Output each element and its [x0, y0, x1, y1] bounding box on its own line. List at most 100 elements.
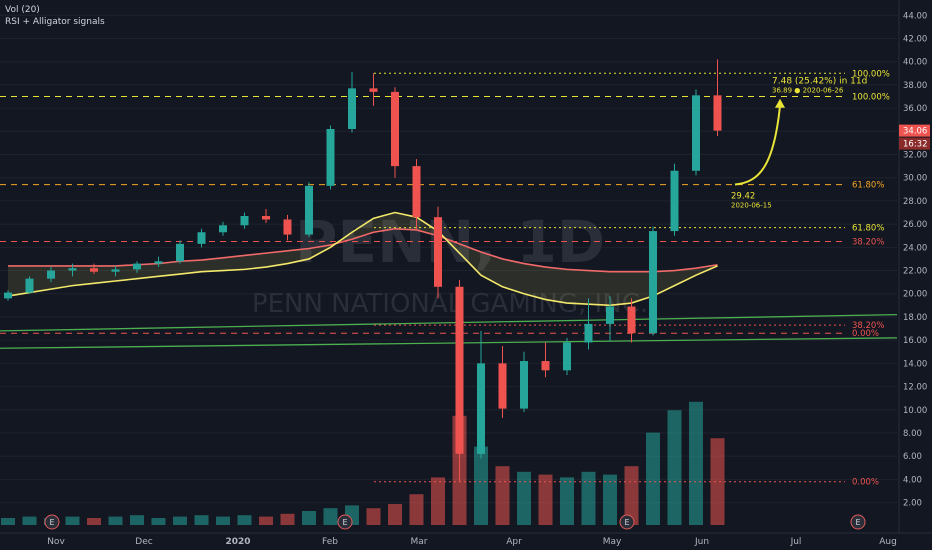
candle-body[interactable]: [584, 323, 593, 343]
candle-body[interactable]: [670, 170, 679, 232]
fib-level-label: 100.00%: [852, 93, 890, 103]
projection-arrow[interactable]: [734, 105, 781, 186]
candle-body[interactable]: [713, 95, 722, 131]
volume-bar: [538, 474, 553, 525]
candle-body[interactable]: [391, 91, 399, 167]
price-tick-label: 42.00: [903, 34, 927, 44]
volume-bar: [173, 516, 187, 525]
candle-body[interactable]: [606, 306, 614, 324]
earnings-marker-icon[interactable]: [44, 514, 60, 530]
volume-bar: [130, 515, 144, 525]
price-tick-label: 44.00: [903, 11, 927, 21]
candle-body[interactable]: [434, 217, 442, 287]
volume-bar: [237, 515, 252, 525]
candle-body[interactable]: [649, 231, 657, 334]
earnings-marker-icon[interactable]: [337, 514, 353, 530]
candle-body[interactable]: [520, 361, 528, 409]
candle-body[interactable]: [240, 216, 249, 226]
candle-body[interactable]: [692, 95, 700, 171]
candle-body[interactable]: [47, 270, 55, 279]
legend-rsi-alligator[interactable]: RSI + Alligator signals: [5, 17, 105, 27]
volume-bar: [431, 477, 445, 525]
volume-bar: [560, 477, 574, 525]
candle-body[interactable]: [176, 243, 184, 262]
volume-bar: [302, 511, 316, 525]
price-tick-label: 32.00: [903, 151, 927, 161]
candle-body[interactable]: [477, 363, 485, 454]
volume-bar: [667, 410, 682, 525]
price-tick-label: 28.00: [903, 197, 927, 207]
price-tick-label: 40.00: [903, 58, 927, 68]
candle-body[interactable]: [455, 286, 464, 454]
volume-bar: [581, 471, 596, 525]
trendline[interactable]: [0, 313, 898, 332]
volume-bar: [194, 515, 209, 525]
volume-bar: [65, 516, 80, 525]
trendline[interactable]: [0, 337, 898, 349]
legend-volume[interactable]: Vol (20): [5, 5, 40, 15]
candle-body[interactable]: [563, 342, 571, 371]
earnings-marker-label: E: [624, 518, 629, 527]
price-tick-label: 26.00: [903, 220, 927, 230]
candle-body[interactable]: [219, 225, 227, 233]
volume-bar: [87, 518, 101, 525]
current-price-badge: [899, 124, 930, 137]
price-tick-label: 20.00: [903, 290, 927, 300]
candle-body[interactable]: [627, 306, 636, 334]
price-tick-label: 4.00: [903, 475, 922, 485]
volume-bar: [495, 466, 510, 525]
candle-body[interactable]: [348, 88, 356, 129]
earnings-marker-label: E: [342, 518, 347, 527]
volume-bar: [409, 494, 424, 525]
candle-body[interactable]: [25, 278, 34, 293]
candle-body[interactable]: [111, 269, 120, 272]
candle-body[interactable]: [262, 216, 270, 220]
volume-bar: [366, 508, 381, 525]
volume-bar: [624, 466, 639, 525]
time-tick-label: 2020: [225, 537, 250, 547]
volume-bar: [323, 508, 338, 525]
earnings-marker-label: E: [49, 518, 54, 527]
volume-bar: [710, 438, 725, 525]
candle-body[interactable]: [283, 219, 292, 235]
candle-body[interactable]: [498, 363, 507, 409]
candle-body[interactable]: [326, 128, 335, 186]
price-tick-label: 30.00: [903, 174, 927, 184]
fib-level-label: 38.20%: [852, 238, 884, 248]
candle-body[interactable]: [68, 268, 77, 271]
projection-start-price: 29.42: [731, 191, 755, 201]
price-tick-label: 8.00: [903, 429, 922, 439]
time-tick-label: Mar: [411, 537, 428, 547]
indicator-legend: Vol (20) RSI + Alligator signals: [5, 4, 105, 28]
candle-body[interactable]: [541, 361, 550, 371]
price-tick-label: 24.00: [903, 243, 927, 253]
candle-body[interactable]: [133, 263, 141, 270]
volume-bar: [388, 504, 402, 525]
arrow-head-icon: [775, 98, 785, 108]
price-tick-label: 12.00: [903, 383, 927, 393]
candle-body[interactable]: [154, 261, 163, 264]
earnings-marker-icon[interactable]: [850, 514, 866, 530]
fib-level-label: 100.00%: [852, 69, 890, 79]
candle-body[interactable]: [197, 232, 206, 244]
volume-bar: [689, 401, 703, 525]
candle-body[interactable]: [412, 166, 421, 218]
candle-body[interactable]: [305, 185, 313, 235]
volume-bar: [1, 518, 15, 525]
earnings-marker-icon[interactable]: [619, 514, 635, 530]
candle-body[interactable]: [4, 292, 12, 299]
candle-body[interactable]: [369, 88, 378, 92]
fib-level-label: 61.80%: [852, 181, 884, 191]
volume-bar: [22, 516, 37, 525]
time-tick-label: Jun: [694, 537, 709, 547]
candle-body[interactable]: [90, 268, 98, 272]
projection-measure: 7.48 (25.42%) in 11d: [772, 76, 867, 86]
price-tick-label: 16.00: [903, 336, 927, 346]
price-tick-label: 2.00: [903, 499, 922, 509]
time-tick-label: Apr: [506, 537, 522, 547]
price-tick-label: 38.00: [903, 81, 927, 91]
price-tick-label: 22.00: [903, 267, 927, 277]
time-tick-label: Aug: [879, 537, 897, 547]
price-tick-label: 10.00: [903, 406, 927, 416]
